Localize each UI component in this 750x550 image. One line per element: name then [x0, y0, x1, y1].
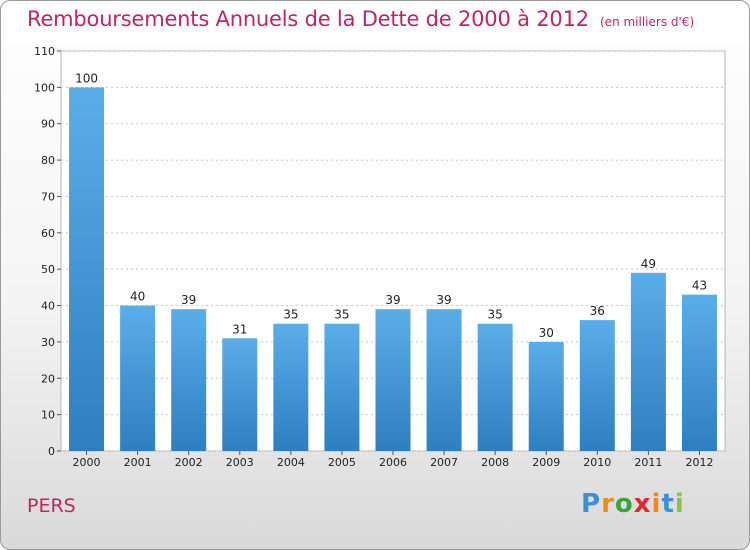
x-tick-label-2008: 2008: [481, 456, 509, 469]
data-label-2010: 36: [590, 304, 605, 318]
x-tick-label-2001: 2001: [124, 456, 152, 469]
logo-letter: i: [651, 489, 662, 519]
y-tick-label: 40: [41, 300, 55, 313]
data-label-2012: 43: [692, 279, 707, 293]
y-tick-label: 100: [34, 81, 55, 94]
data-label-2007: 39: [436, 293, 451, 307]
bar-2008: [477, 323, 513, 451]
bar-2003: [222, 338, 258, 451]
chart-title: Remboursements Annuels de la Dette de 20…: [27, 7, 694, 31]
logo-letter: x: [633, 489, 652, 519]
x-tick-label-2004: 2004: [277, 456, 305, 469]
bar-2009: [528, 341, 564, 451]
chart-title-main: Remboursements Annuels de la Dette de 20…: [27, 7, 589, 31]
logo-letter: P: [581, 489, 602, 519]
x-tick-label-2003: 2003: [226, 456, 254, 469]
data-label-2002: 39: [181, 293, 196, 307]
data-label-2000: 100: [75, 71, 98, 85]
x-tick-label-2005: 2005: [328, 456, 356, 469]
y-tick-label: 0: [48, 445, 55, 458]
y-tick-label: 60: [41, 227, 55, 240]
bar-2002: [171, 309, 207, 451]
logo-letter: o: [614, 489, 634, 519]
data-label-2004: 35: [283, 308, 298, 322]
bar-2012: [681, 294, 717, 451]
data-label-2005: 35: [334, 308, 349, 322]
x-tick-label-2011: 2011: [634, 456, 662, 469]
y-tick-label: 70: [41, 190, 55, 203]
x-tick-label-2009: 2009: [532, 456, 560, 469]
data-label-2001: 40: [130, 290, 145, 304]
bar-2011: [630, 272, 666, 451]
x-tick-label-2000: 2000: [73, 456, 101, 469]
x-tick-label-2002: 2002: [175, 456, 203, 469]
proxiti-logo: Proxiti: [581, 489, 685, 519]
chart-title-unit: (en milliers d'€): [600, 15, 695, 29]
y-tick-label: 30: [41, 336, 55, 349]
data-label-2011: 49: [641, 257, 656, 271]
y-tick-label: 50: [41, 263, 55, 276]
bar-2005: [324, 323, 360, 451]
data-label-2003: 31: [232, 322, 247, 336]
x-tick-label-2007: 2007: [430, 456, 458, 469]
y-tick-label: 20: [41, 372, 55, 385]
logo-letter: t: [661, 489, 675, 519]
logo-letter: r: [601, 489, 615, 519]
x-tick-label-2006: 2006: [379, 456, 407, 469]
place-name: PERS: [27, 495, 76, 517]
y-tick-label: 110: [34, 45, 55, 58]
bar-2006: [375, 309, 411, 451]
bar-2000: [69, 87, 105, 451]
bar-2001: [120, 305, 156, 451]
data-label-2009: 30: [539, 326, 554, 340]
bar-2004: [273, 323, 309, 451]
x-tick-label-2012: 2012: [685, 456, 713, 469]
y-tick-label: 90: [41, 118, 55, 131]
bar-2010: [579, 320, 615, 451]
bar-2007: [426, 309, 462, 451]
data-label-2008: 35: [488, 308, 503, 322]
x-tick-label-2010: 2010: [583, 456, 611, 469]
logo-letter: i: [674, 489, 685, 519]
y-tick-label: 10: [41, 409, 55, 422]
data-label-2006: 39: [385, 293, 400, 307]
y-tick-label: 80: [41, 154, 55, 167]
